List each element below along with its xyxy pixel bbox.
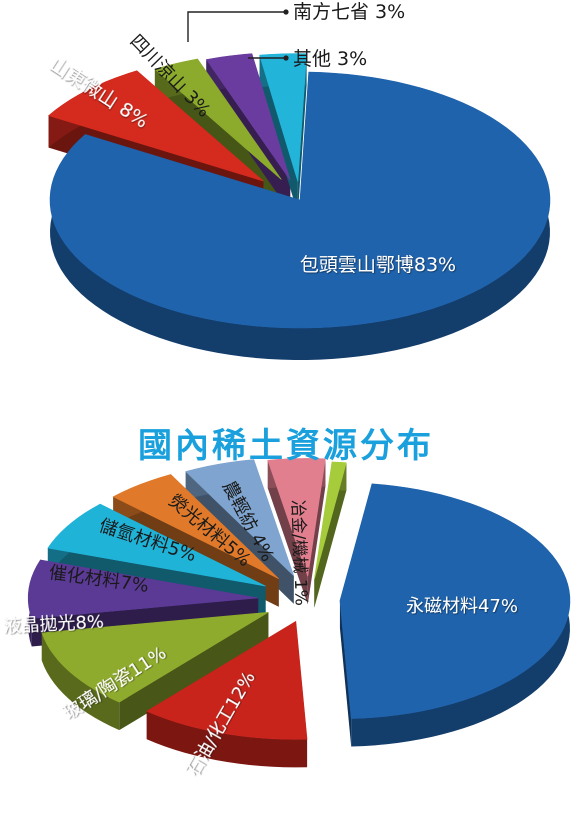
reserves-slice-4-wall-1	[297, 53, 307, 214]
reserves-slice-3	[205, 53, 291, 181]
middle-title: 國內稀土資源分布	[138, 426, 434, 466]
applications-slice-7-wall-1	[307, 458, 326, 605]
applications-slice-5	[112, 474, 279, 579]
applications-slice-2	[41, 611, 269, 703]
reserves-pie-chart: 包頭雲山鄂博83% 山東微山 8% 四川涼山 3% 南方七省 3% 其他 3%	[46, 1, 551, 360]
data-label-metallurgy: 冶金/機械 1%	[287, 499, 311, 606]
data-label-permanent-magnet: 永磁材料47%	[406, 596, 518, 617]
applications-slice-6	[185, 459, 295, 576]
applications-pie-chart: 永磁材料47% 石油/化工12% 玻璃/陶瓷11% 液晶拋光8% 催化材料7% …	[3, 458, 571, 781]
data-label-other: 其他 3%	[293, 48, 367, 70]
applications-slice-7-wall-0	[267, 460, 308, 605]
reserves-pie-slices	[47, 53, 551, 329]
callout-dot-south	[283, 9, 289, 15]
callout-lines	[187, 9, 289, 61]
reserves-slice-1	[47, 70, 264, 182]
applications-slice-3	[27, 559, 259, 619]
data-label-south: 南方七省 3%	[293, 1, 405, 23]
reserves-slice-4	[259, 53, 307, 182]
applications-slice-8	[314, 461, 347, 580]
applications-slice-7	[267, 458, 326, 577]
applications-slice-0	[339, 483, 571, 719]
applications-slice-1	[146, 620, 308, 740]
applications-slice-8-wall-1	[314, 462, 347, 608]
reserves-slice-2	[154, 58, 282, 180]
applications-slice-0-wall-1	[339, 600, 352, 747]
applications-pie-slices	[27, 458, 571, 740]
callout-line-south	[187, 11, 286, 42]
callout-dot-other	[283, 55, 289, 61]
applications-slice-4	[47, 503, 266, 587]
data-label-baotou: 包頭雲山鄂博83%	[300, 254, 456, 276]
applications-slice-2-rim	[41, 632, 120, 731]
reserves-slice-0	[49, 71, 551, 329]
